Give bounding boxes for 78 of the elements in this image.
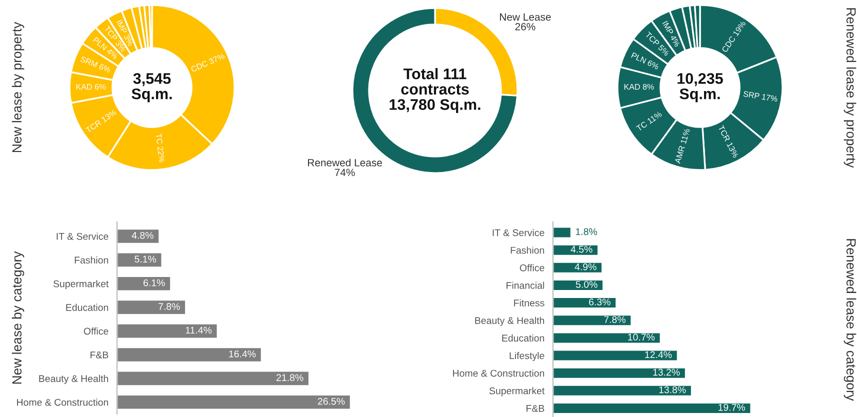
- y-tick-label: Supermarket: [53, 280, 109, 290]
- data-label: 4.9%: [574, 263, 596, 270]
- bar: [553, 262, 603, 274]
- slice-label: TC 11%: [636, 111, 662, 132]
- text: 10,235 Sq.m.: [678, 73, 723, 102]
- slice-label: KAD 8%: [624, 84, 654, 90]
- text: Total 111 contracts 13,780 Sq.m.: [390, 68, 480, 113]
- data-label: 1.8%: [576, 228, 598, 236]
- bar: [553, 349, 678, 362]
- data-label: 5.1%: [134, 256, 156, 263]
- data-label: 10.7%: [628, 334, 655, 341]
- y-tick-label: Office: [520, 264, 544, 272]
- bar: [553, 402, 752, 414]
- bar: [553, 366, 686, 380]
- slice-label: AMR 11%: [674, 128, 690, 164]
- slice-label: SRP 17%: [743, 90, 778, 102]
- bar: [553, 226, 572, 239]
- data-label: 26%: [515, 23, 536, 30]
- data-label: 11.4%: [186, 326, 212, 334]
- y-tick-label: IT & Service: [492, 229, 544, 236]
- slice-label: CDC 37%: [190, 53, 226, 72]
- bar: [553, 296, 617, 309]
- text: Renewed lease by property: [844, 8, 856, 168]
- data-label: 7.8%: [158, 303, 180, 310]
- y-tick-label: F&B: [90, 352, 108, 358]
- y-tick-label: Beauty & Health: [39, 374, 108, 384]
- y-tick-label: Fitness: [514, 299, 544, 306]
- y-tick-label: Financial: [506, 282, 544, 289]
- bar: [117, 228, 160, 244]
- data-label: 4.5%: [570, 246, 592, 253]
- data-label: 13.2%: [653, 368, 680, 376]
- y-tick-label: F&B: [526, 405, 544, 412]
- text: New lease by property: [12, 22, 24, 152]
- y-tick-label: Fashion: [510, 246, 544, 254]
- data-label: 19.7%: [718, 404, 746, 411]
- y-tick-label: Home & Construction: [17, 398, 108, 406]
- text: 3,545 Sq.m.: [132, 73, 172, 102]
- data-label: 6.1%: [144, 279, 165, 286]
- data-label: 16.4%: [229, 350, 256, 358]
- y-tick-label: Education: [66, 304, 108, 311]
- slice-label: TCR 13%: [85, 109, 117, 134]
- slice-label: KAD 6%: [76, 84, 106, 90]
- bar: [553, 279, 604, 292]
- bar: [553, 244, 599, 256]
- slice-label: SRM 6%: [80, 56, 112, 73]
- data-label: 7.8%: [604, 316, 626, 323]
- bar: [117, 346, 262, 363]
- data-label: 74%: [334, 168, 355, 176]
- y-tick-label: Home & Construction: [453, 370, 544, 377]
- slice-label: New Lease: [500, 13, 551, 21]
- y-axis-title: Renewed lease by category: [844, 239, 856, 401]
- data-label: 26.5%: [318, 398, 345, 405]
- bar: [117, 276, 172, 292]
- data-label: 21.8%: [276, 374, 304, 382]
- y-tick-label: Fashion: [74, 256, 108, 264]
- bar: [117, 252, 163, 268]
- y-axis-title: New lease by category: [12, 251, 24, 384]
- bar: [553, 384, 692, 397]
- slice-label: TCR 13%: [718, 124, 739, 158]
- data-label: 5.0%: [576, 280, 598, 288]
- slice-label: TC 22%: [156, 133, 165, 162]
- y-tick-label: Office: [84, 328, 108, 335]
- bar: [553, 314, 632, 327]
- data-label: 12.4%: [645, 351, 672, 358]
- y-tick-label: Lifestyle: [510, 352, 544, 362]
- y-tick-label: Education: [502, 334, 544, 342]
- bar: [117, 322, 218, 340]
- bar: [117, 299, 186, 316]
- bar: [117, 394, 352, 410]
- data-label: 13.8%: [659, 386, 686, 394]
- data-label: 4.8%: [132, 232, 154, 239]
- y-tick-label: IT & Service: [56, 232, 108, 240]
- y-tick-label: Supermarket: [489, 387, 545, 396]
- data-label: 6.3%: [589, 298, 610, 306]
- bar: [553, 332, 662, 344]
- y-tick-label: Beauty & Health: [475, 316, 544, 326]
- slice-label: Renewed Lease: [308, 158, 382, 166]
- bar: [117, 370, 310, 386]
